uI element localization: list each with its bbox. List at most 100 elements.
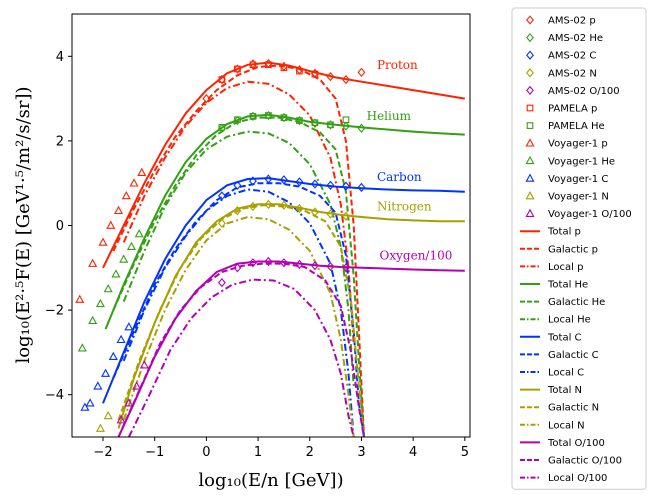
legend-entry: Voyager-1 p: [525, 138, 608, 150]
local-p-line: [122, 80, 355, 344]
legend-label: Local p: [548, 262, 583, 273]
voyager-p-point: [75, 294, 85, 303]
total-C-line: [102, 177, 465, 404]
voyager-p-point: [137, 167, 147, 176]
legend-label: Total N: [547, 385, 582, 396]
legend-label: Galactic N: [548, 403, 599, 414]
pamela-p-point: [311, 70, 319, 78]
voyager-O/100-point: [124, 398, 134, 407]
legend-label: Local He: [548, 315, 591, 326]
pamela-p-point: [280, 64, 288, 72]
pamela-p-point: [234, 65, 241, 73]
galactic-He-line: [112, 116, 365, 437]
legend-entry: Total O/100: [520, 438, 605, 449]
x-tick-label: −1: [145, 445, 164, 460]
legend-label: Voyager-1 N: [548, 192, 609, 203]
legend-label: Galactic O/100: [548, 456, 622, 467]
x-tick-label: 0: [202, 445, 210, 460]
pamela-He-point: [296, 117, 303, 124]
ams-He-point: [295, 115, 304, 126]
legend-label: Voyager-1 O/100: [548, 209, 632, 220]
legend-entry: Total He: [520, 280, 588, 291]
ams-N-point: [342, 211, 350, 221]
ams-C-point: [217, 191, 226, 201]
legend-entry: PAMELA He: [526, 121, 605, 132]
ams-O/100-point: [326, 261, 335, 272]
ams-N-point: [311, 207, 319, 217]
x-tick-label: 3: [357, 445, 365, 460]
voyager-He-point: [103, 284, 113, 293]
legend-entry: AMS-02 p: [526, 15, 596, 27]
pamela-He-point: [218, 124, 226, 131]
y-axis-title: log₁₀(E²·⁵F(E) [GeV¹·⁵/m²/s/sr]): [13, 86, 34, 363]
y-tick-label: −2: [45, 304, 64, 319]
voyager-C-point: [108, 351, 118, 360]
legend-label: AMS-02 p: [548, 16, 596, 27]
legend-entry: Voyager-1 He: [525, 155, 615, 167]
legend-entry: Total C: [520, 332, 582, 343]
legend-marker-swatch: [525, 138, 535, 147]
voyager-C-point: [101, 368, 111, 377]
species-label: Helium: [367, 109, 412, 123]
x-tick-label: 2: [306, 445, 314, 460]
species-label: Oxygen/100: [380, 248, 453, 262]
voyager-He-point: [77, 343, 87, 352]
voyager-He-point: [95, 298, 105, 308]
legend-label: Galactic He: [548, 297, 605, 308]
legend-label: Total C: [547, 332, 582, 343]
ams-He-point: [217, 123, 226, 133]
legend-label: AMS-02 C: [548, 51, 596, 62]
voyager-N-point: [103, 410, 113, 420]
legend-label: Total He: [547, 280, 588, 291]
local-N-line: [122, 215, 355, 437]
ams-p-point: [357, 67, 366, 78]
pamela-p-point: [296, 67, 303, 75]
pamela-p-point: [218, 76, 226, 83]
legend-marker-swatch: [526, 122, 534, 129]
legend-marker-swatch: [526, 15, 534, 25]
ams-N-point: [280, 200, 288, 210]
series-layer: [75, 58, 465, 437]
legend-entry: Galactic C: [520, 350, 599, 361]
voyager-C-point: [85, 398, 95, 407]
y-tick-label: 4: [56, 50, 64, 65]
x-tick-label: 1: [254, 445, 262, 460]
voyager-He-point: [134, 229, 144, 238]
ams-He-point: [311, 118, 319, 128]
voyager-p-point: [98, 237, 108, 246]
ams-p-point: [202, 93, 211, 104]
pamela-He-point: [327, 121, 334, 129]
legend-marker-swatch: [525, 208, 535, 217]
voyager-p-point: [129, 178, 139, 187]
galactic-N-line: [117, 204, 365, 437]
ams-O/100-point: [295, 259, 304, 270]
legend-entry: Local C: [520, 368, 584, 379]
total-He-line: [104, 113, 465, 330]
ams-C-point: [280, 175, 288, 185]
ams-O/100-point: [342, 263, 350, 273]
legend-label: PAMELA He: [548, 121, 605, 132]
legend-entry: AMS-02 C: [526, 50, 596, 62]
voyager-C-point: [80, 402, 90, 411]
legend-marker-swatch: [525, 173, 535, 182]
legend-label: Galactic C: [548, 350, 599, 361]
ams-O/100-point: [233, 263, 242, 273]
legend-entry: Galactic O/100: [520, 456, 622, 467]
legend-entry: Total N: [520, 385, 582, 396]
ams-C-point: [248, 176, 257, 186]
pamela-He-point: [234, 116, 241, 124]
ams-p-point: [217, 74, 226, 85]
ams-N-point: [264, 199, 273, 210]
legend-marker-swatch: [526, 85, 534, 96]
ams-O/100-point: [280, 258, 288, 268]
legend-label: PAMELA p: [548, 104, 597, 115]
pamela-He-point: [342, 116, 350, 124]
voyager-He-point: [111, 269, 121, 278]
voyager-p-point: [113, 205, 124, 215]
pamela-p-point: [249, 61, 257, 69]
ams-N-point: [217, 218, 226, 229]
voyager-O/100-point: [139, 360, 149, 369]
ams-p-point: [342, 74, 350, 85]
legend-label: Local C: [548, 368, 584, 379]
voyager-O/100-point: [116, 415, 126, 424]
